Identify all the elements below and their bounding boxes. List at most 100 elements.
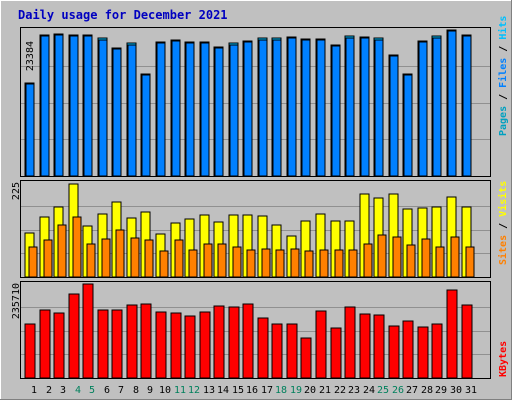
bar-files-day-20	[301, 39, 311, 177]
bar-files-day-4	[69, 35, 79, 177]
day-label-30: 30	[450, 385, 462, 396]
bar-kbytes-day-11	[170, 312, 182, 379]
bar-files-day-7	[112, 48, 122, 177]
day-label-17: 17	[261, 385, 273, 396]
bar-kbytes-day-22	[330, 327, 342, 379]
bar-kbytes-day-31	[461, 304, 473, 379]
bar-sites-day-26	[392, 236, 402, 278]
bar-kbytes-day-5	[82, 283, 94, 379]
bar-kbytes-day-17	[257, 317, 269, 379]
bar-files-day-2	[40, 35, 50, 177]
bar-sites-day-13	[203, 243, 213, 278]
day-label-18: 18	[275, 385, 287, 396]
bar-files-day-25	[374, 39, 384, 177]
bar-kbytes-day-29	[431, 323, 443, 379]
bar-files-day-22	[331, 45, 341, 177]
day-label-3: 3	[60, 385, 66, 396]
bar-sites-day-16	[246, 249, 256, 278]
bar-kbytes-day-14	[213, 305, 225, 379]
hits-panel-frame	[20, 27, 491, 177]
bar-kbytes-day-28	[417, 326, 429, 379]
bar-kbytes-day-23	[344, 306, 356, 379]
day-label-31: 31	[465, 385, 477, 396]
files-label: Files	[497, 58, 509, 88]
bar-sites-day-11	[174, 239, 184, 278]
bar-sites-day-24	[363, 243, 373, 278]
bar-files-day-23	[345, 37, 355, 177]
day-label-20: 20	[304, 385, 316, 396]
bar-sites-day-14	[217, 243, 227, 278]
hits-scale-label: 23384	[25, 41, 36, 71]
visits-scale-label: 225	[11, 182, 22, 200]
bar-files-day-15	[229, 44, 239, 177]
bar-kbytes-day-9	[140, 303, 152, 379]
bar-sites-day-21	[319, 249, 329, 278]
bar-kbytes-day-16	[242, 303, 254, 379]
bar-sites-day-28	[421, 238, 431, 278]
day-label-9: 9	[147, 385, 153, 396]
bar-sites-day-1	[28, 246, 38, 278]
visits-axis-labels: Sites / Visits	[497, 181, 509, 265]
sites-label: Sites	[497, 235, 509, 265]
pages-label: Pages	[498, 106, 509, 136]
bar-sites-day-17	[261, 248, 271, 278]
day-label-4: 4	[75, 385, 81, 396]
day-label-7: 7	[118, 385, 124, 396]
bar-sites-day-30	[450, 236, 460, 278]
bar-sites-day-7	[115, 229, 125, 278]
bar-files-day-9	[141, 74, 151, 177]
bar-files-day-28	[418, 41, 428, 177]
bar-kbytes-day-19	[286, 323, 298, 379]
bar-kbytes-day-2	[39, 309, 51, 379]
bar-files-day-12	[185, 42, 195, 177]
bar-files-day-29	[432, 37, 442, 177]
day-label-11: 11	[174, 385, 186, 396]
bar-sites-day-20	[304, 250, 314, 278]
bar-files-day-1	[25, 83, 35, 177]
day-label-2: 2	[46, 385, 52, 396]
day-labels: 1 2 3 4 5 6 7 8 9 10 11 12 13 14 15 16 17 18 19 20 21 22 23 24 2…	[31, 385, 477, 396]
bar-files-day-18	[272, 39, 282, 177]
bar-sites-day-15	[232, 246, 242, 278]
bar-sites-day-27	[406, 244, 416, 278]
kbytes-panel-frame	[20, 281, 491, 379]
bar-kbytes-day-24	[359, 313, 371, 379]
bar-sites-day-18	[275, 249, 285, 278]
bar-kbytes-day-30	[446, 289, 458, 379]
day-label-23: 23	[348, 385, 360, 396]
bar-sites-day-19	[290, 248, 300, 278]
day-label-29: 29	[435, 385, 447, 396]
day-label-1: 1	[31, 385, 37, 396]
day-label-8: 8	[133, 385, 139, 396]
day-label-16: 16	[246, 385, 258, 396]
bar-sites-day-5	[86, 243, 96, 278]
day-label-28: 28	[421, 385, 433, 396]
day-label-13: 13	[203, 385, 215, 396]
bar-sites-day-9	[144, 239, 154, 278]
bar-sites-day-22	[334, 249, 344, 278]
bar-kbytes-day-26	[388, 325, 400, 379]
separator-3: /	[498, 217, 509, 235]
day-label-19: 19	[290, 385, 302, 396]
bar-sites-day-8	[130, 237, 140, 278]
bar-kbytes-day-25	[373, 314, 385, 379]
day-label-12: 12	[188, 385, 200, 396]
bar-kbytes-day-18	[271, 323, 283, 379]
separator-1: /	[498, 88, 509, 106]
day-label-21: 21	[319, 385, 331, 396]
bar-files-day-19	[287, 37, 297, 177]
bar-sites-day-12	[188, 249, 198, 278]
kbytes-scale-label: 235710	[11, 283, 22, 319]
bar-files-day-31	[462, 35, 472, 177]
bar-files-day-10	[156, 42, 166, 177]
bar-sites-day-29	[435, 246, 445, 278]
bar-files-day-26	[389, 55, 399, 177]
visits-label: Visits	[497, 181, 509, 217]
bar-files-day-27	[403, 74, 413, 177]
bar-kbytes-day-3	[53, 312, 65, 379]
day-label-24: 24	[363, 385, 375, 396]
hits-label: Hits	[497, 16, 509, 40]
day-label-6: 6	[104, 385, 110, 396]
day-label-5: 5	[89, 385, 95, 396]
